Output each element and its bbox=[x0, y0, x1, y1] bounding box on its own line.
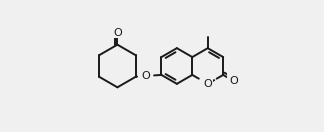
Text: O: O bbox=[141, 71, 150, 81]
Text: O: O bbox=[203, 79, 212, 89]
Text: O: O bbox=[113, 28, 122, 38]
Text: O: O bbox=[229, 76, 238, 86]
